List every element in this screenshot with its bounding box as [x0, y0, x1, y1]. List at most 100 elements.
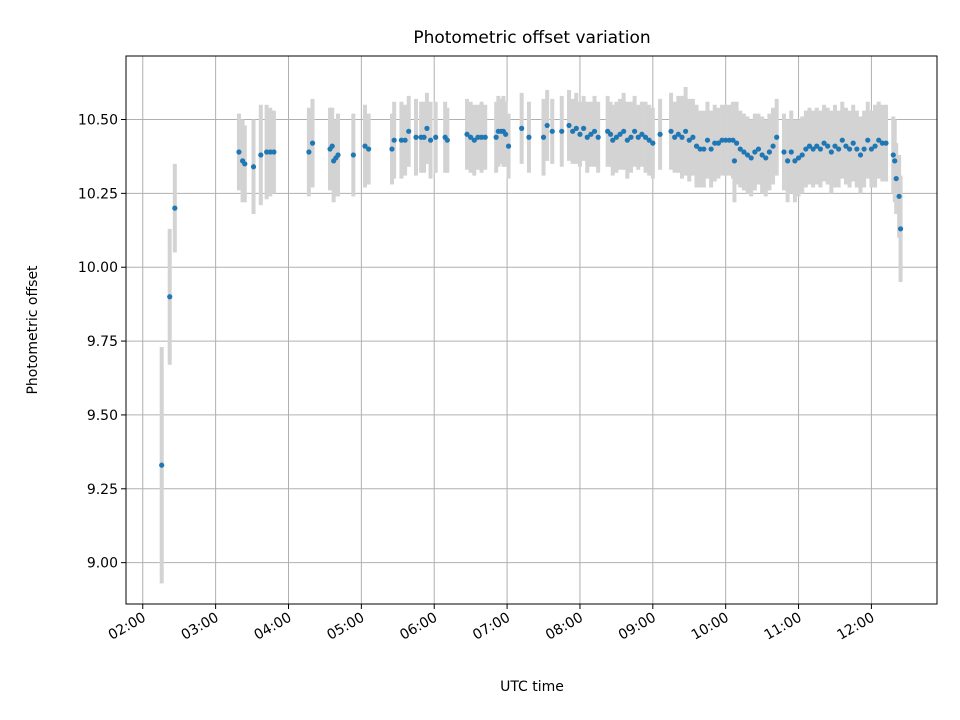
- data-point: [610, 137, 616, 143]
- data-point: [704, 137, 711, 143]
- data-point: [505, 143, 512, 149]
- data-point: [861, 146, 867, 152]
- data-point: [475, 134, 481, 140]
- data-point: [250, 164, 257, 170]
- data-point: [167, 294, 173, 300]
- data-point: [433, 134, 439, 140]
- data-point: [755, 146, 762, 152]
- data-point: [309, 140, 316, 146]
- data-point: [566, 122, 572, 129]
- data-point: [846, 146, 853, 152]
- data-point: [540, 134, 547, 140]
- data-point: [839, 137, 845, 143]
- data-point: [444, 137, 450, 143]
- data-point: [719, 137, 725, 143]
- y-tick-label: 10.25: [78, 186, 118, 202]
- data-point: [366, 146, 372, 152]
- data-point: [271, 149, 277, 155]
- y-axis-ticks: 9.00 9.25 9.50 9.75 10.00 10.25 10.50: [78, 113, 126, 572]
- data-point: [879, 140, 885, 146]
- data-point: [854, 146, 860, 152]
- data-point: [897, 226, 904, 232]
- data-point: [621, 128, 627, 134]
- data-point: [893, 175, 899, 182]
- data-point: [697, 146, 703, 152]
- data-point: [471, 137, 477, 143]
- data-point: [744, 152, 751, 158]
- data-point: [792, 158, 798, 164]
- data-point: [236, 149, 242, 155]
- data-point: [836, 146, 842, 152]
- data-point: [770, 143, 776, 149]
- data-point: [398, 137, 405, 143]
- data-point: [701, 146, 707, 152]
- data-point: [737, 146, 743, 152]
- data-point: [668, 128, 674, 134]
- data-point: [715, 140, 722, 146]
- data-point: [821, 140, 827, 146]
- data-point: [570, 128, 576, 134]
- data-point: [159, 462, 165, 468]
- data-point: [657, 131, 663, 137]
- y-tick-label: 10.50: [78, 113, 118, 129]
- data-point: [519, 125, 525, 131]
- data-point: [788, 149, 794, 155]
- data-point: [468, 134, 474, 140]
- data-point: [421, 134, 427, 140]
- data-point: [617, 131, 623, 137]
- data-point: [803, 146, 809, 152]
- data-point: [759, 152, 765, 158]
- data-point: [306, 149, 312, 155]
- data-point: [795, 155, 802, 161]
- data-point: [635, 134, 641, 140]
- data-point: [748, 155, 754, 161]
- data-point: [493, 134, 499, 140]
- plot-frame: [125, 55, 938, 605]
- data-point: [679, 134, 685, 140]
- data-point: [672, 134, 678, 140]
- data-point: [478, 134, 485, 140]
- data-point: [584, 134, 590, 140]
- data-point: [624, 137, 630, 143]
- data-point: [876, 137, 882, 143]
- data-point: [646, 137, 652, 143]
- data-point: [868, 146, 875, 152]
- data-point: [389, 146, 395, 152]
- data-point: [883, 140, 889, 146]
- data-point: [890, 152, 896, 158]
- data-point: [806, 143, 813, 149]
- data-point: [577, 131, 583, 137]
- data-point: [526, 134, 532, 140]
- y-tick-label: 9.00: [87, 556, 118, 572]
- data-point: [588, 131, 594, 137]
- data-point: [690, 134, 696, 140]
- data-point: [675, 131, 681, 137]
- data-point: [723, 137, 729, 143]
- data-point: [785, 158, 791, 164]
- data-point: [730, 137, 736, 143]
- data-point: [726, 137, 732, 143]
- data-point: [559, 128, 565, 134]
- data-point: [708, 146, 714, 152]
- x-axis-label: UTC time: [500, 679, 564, 695]
- data-point: [482, 134, 488, 140]
- data-point: [544, 122, 550, 129]
- chart-title: Photometric offset variation: [413, 28, 650, 48]
- data-point: [850, 140, 856, 146]
- data-point: [857, 152, 864, 158]
- data-point: [734, 140, 740, 146]
- data-point: [391, 137, 397, 143]
- data-point: [362, 143, 368, 149]
- data-point: [810, 146, 816, 152]
- data-point: [402, 137, 408, 143]
- y-tick-label: 9.50: [87, 408, 118, 424]
- data-point: [632, 128, 638, 134]
- data-point: [613, 134, 619, 140]
- y-tick-label: 9.25: [87, 482, 118, 498]
- data-point: [781, 149, 787, 155]
- data-point: [872, 143, 878, 149]
- data-point: [406, 128, 412, 134]
- y-tick-label: 10.00: [78, 260, 118, 276]
- data-point: [752, 149, 758, 155]
